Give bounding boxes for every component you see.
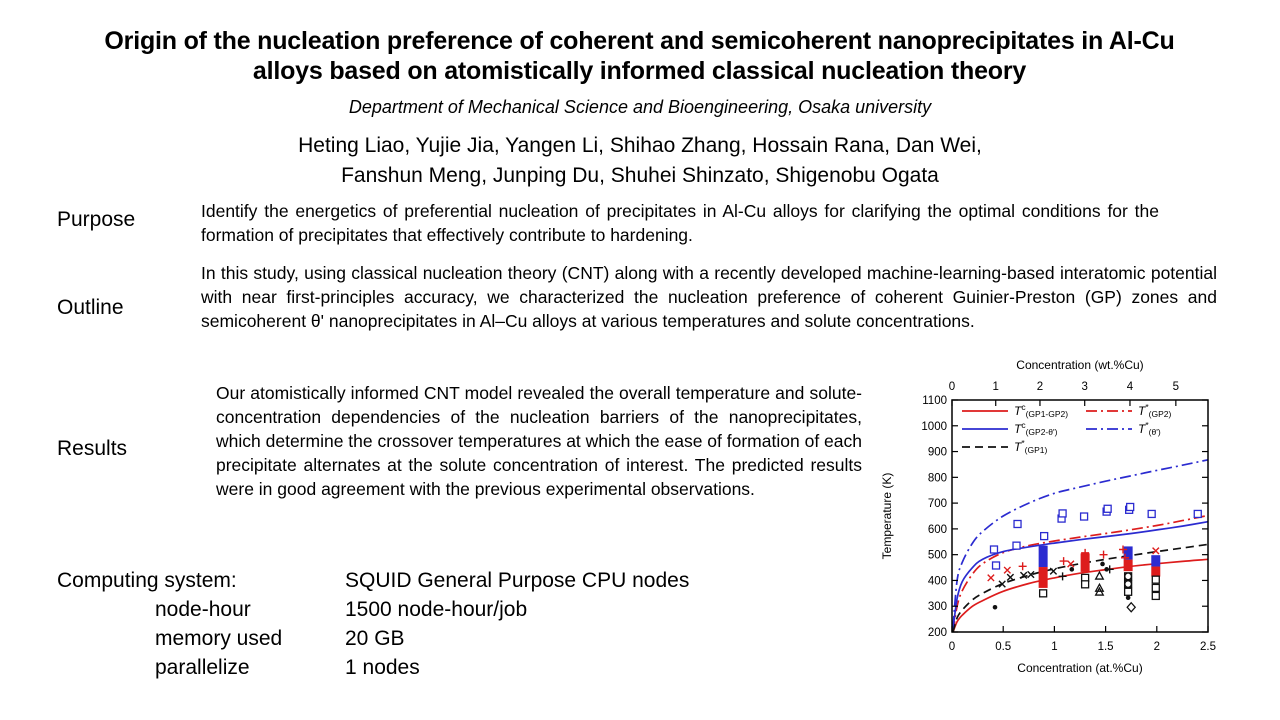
svg-text:0: 0 <box>949 381 955 393</box>
svg-text:400: 400 <box>928 575 947 587</box>
computing-row-parallelize: parallelize 1 nodes <box>57 653 689 682</box>
svg-text:1100: 1100 <box>922 395 947 407</box>
authors-line-1: Heting Liao, Yujie Jia, Yangen Li, Shiha… <box>298 134 982 157</box>
memory-used-label: memory used <box>155 627 283 650</box>
svg-text:5: 5 <box>1173 381 1179 393</box>
memory-used-value: 20 GB <box>345 627 405 650</box>
svg-text:1: 1 <box>993 381 999 393</box>
authors-block: Heting Liao, Yujie Jia, Yangen Li, Shiha… <box>0 131 1280 191</box>
outline-label: Outline <box>57 296 124 319</box>
parallelize-value: 1 nodes <box>345 656 420 679</box>
svg-text:800: 800 <box>928 472 947 484</box>
computing-block: Computing system: SQUID General Purpose … <box>57 566 689 682</box>
svg-text:2.5: 2.5 <box>1200 641 1216 653</box>
svg-text:Tc(GP2-θ'): Tc(GP2-θ') <box>1014 420 1058 437</box>
svg-text:1.5: 1.5 <box>1098 641 1114 653</box>
computing-system-value: SQUID General Purpose CPU nodes <box>345 569 690 592</box>
svg-text:900: 900 <box>928 447 947 459</box>
svg-text:T*(GP1): T*(GP1) <box>1014 438 1047 455</box>
svg-text:600: 600 <box>928 524 947 536</box>
department-line: Department of Mechanical Science and Bio… <box>348 97 932 117</box>
slide-title: Origin of the nucleation preference of c… <box>104 27 1175 85</box>
svg-text:Concentration (at.%Cu): Concentration (at.%Cu) <box>1017 661 1142 675</box>
svg-text:Tc(GP1-GP2): Tc(GP1-GP2) <box>1014 402 1068 419</box>
parallelize-label: parallelize <box>155 656 250 679</box>
purpose-label: Purpose <box>57 208 136 231</box>
svg-text:300: 300 <box>928 601 947 613</box>
svg-text:500: 500 <box>928 550 947 562</box>
svg-text:Temperature (K): Temperature (K) <box>880 473 894 560</box>
svg-text:3: 3 <box>1082 381 1088 393</box>
svg-text:2: 2 <box>1037 381 1043 393</box>
outline-text: In this study, using classical nucleatio… <box>201 263 1217 331</box>
svg-text:2: 2 <box>1154 641 1160 653</box>
authors-line-2: Fanshun Meng, Junping Du, Shuhei Shinzat… <box>341 164 939 187</box>
results-label: Results <box>57 437 128 460</box>
computing-row-memory: memory used 20 GB <box>57 624 689 653</box>
results-chart: 0 0.5 1 1.5 2 2.5 Concentration (at.%Cu) 0 1 2 3 4 5… <box>878 356 1230 706</box>
svg-text:T*(GP2): T*(GP2) <box>1138 402 1171 419</box>
svg-text:1000: 1000 <box>921 421 947 433</box>
results-text: Our atomistically informed CNT model rev… <box>216 383 862 499</box>
purpose-text: Identify the energetics of preferential … <box>201 201 1159 245</box>
computing-system-label: Computing system: <box>57 569 237 592</box>
svg-text:0.5: 0.5 <box>995 641 1011 653</box>
svg-text:Concentration (wt.%Cu): Concentration (wt.%Cu) <box>1016 358 1143 372</box>
svg-text:T*(θ'): T*(θ') <box>1138 420 1161 437</box>
computing-row-node-hour: node-hour 1500 node-hour/job <box>57 595 689 624</box>
svg-text:0: 0 <box>949 641 955 653</box>
computing-row-system: Computing system: SQUID General Purpose … <box>57 566 689 595</box>
svg-text:1: 1 <box>1051 641 1057 653</box>
svg-text:700: 700 <box>928 498 947 510</box>
node-hour-label: node-hour <box>155 598 251 621</box>
svg-text:4: 4 <box>1127 381 1134 393</box>
node-hour-value: 1500 node-hour/job <box>345 598 528 621</box>
svg-text:200: 200 <box>928 627 947 639</box>
